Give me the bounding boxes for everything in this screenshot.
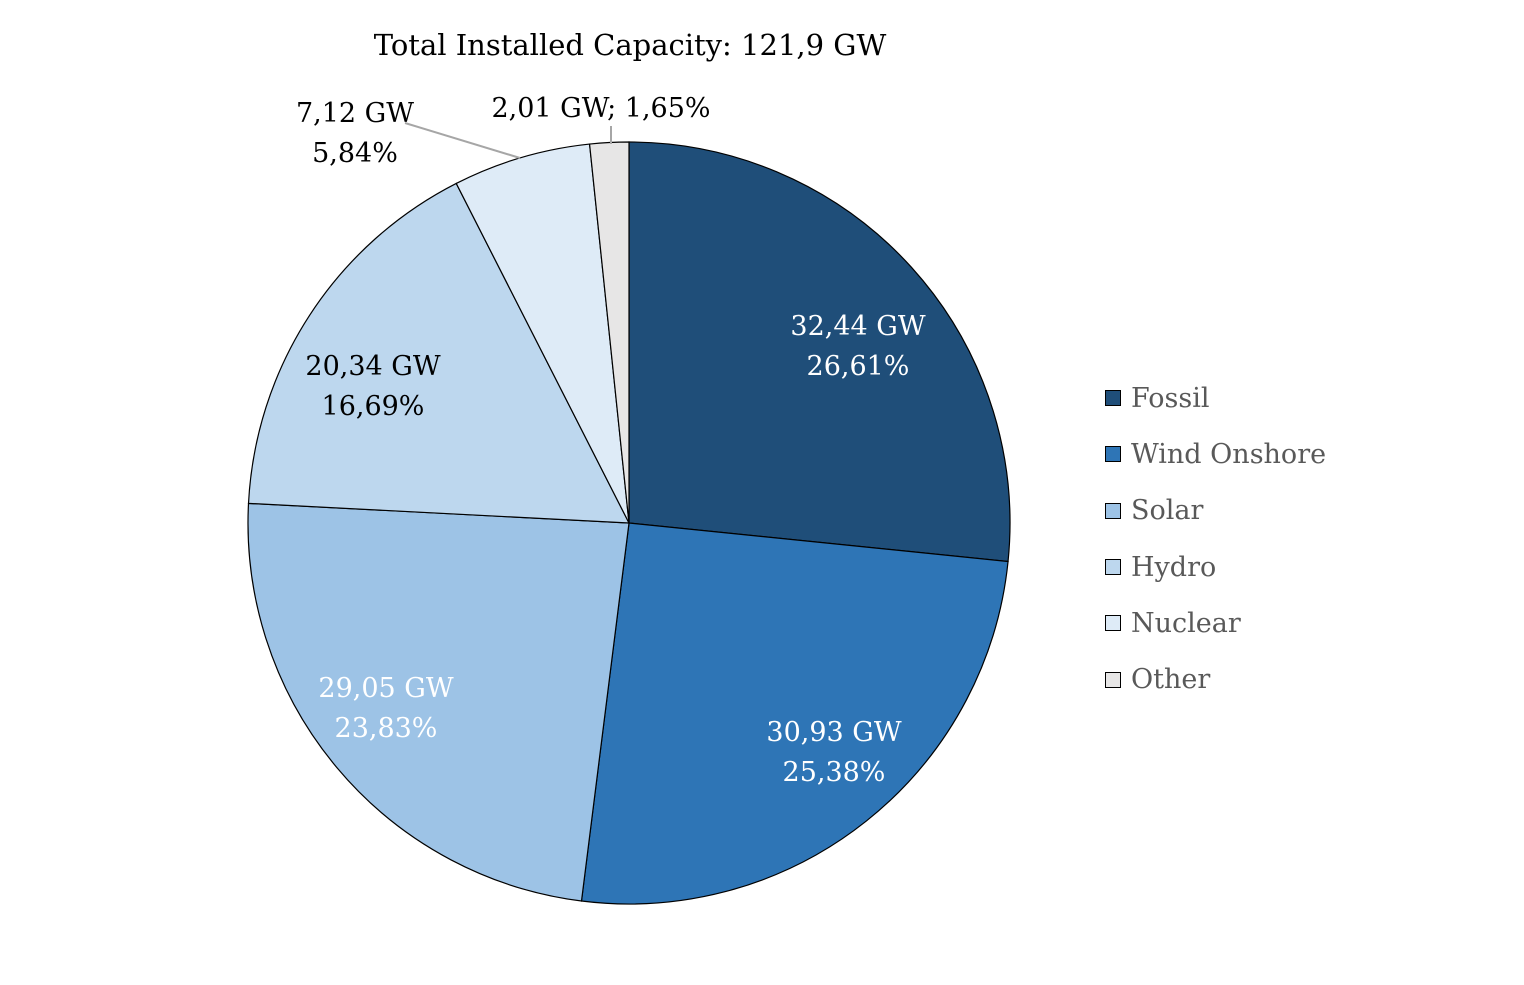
chart-title: Total Installed Capacity: 121,9 GW (373, 28, 887, 62)
legend-label: Nuclear (1131, 607, 1241, 639)
legend-swatch (1105, 559, 1121, 576)
legend-label: Other (1131, 664, 1211, 696)
legend-swatch (1105, 446, 1121, 463)
pie-slice-other (588, 141, 630, 524)
legend-item-solar: Solar (1105, 483, 1326, 539)
legend-swatch (1105, 615, 1121, 632)
pie-slice-hydro (247, 182, 631, 524)
legend-label: Fossil (1131, 382, 1210, 414)
legend-item-fossil: Fossil (1105, 370, 1326, 426)
legend-swatch (1105, 390, 1121, 407)
legend-label: Hydro (1131, 551, 1217, 583)
legend-item-wind-onshore: Wind Onshore (1105, 426, 1326, 482)
pie-slice-nuclear (455, 143, 630, 524)
legend-label: Solar (1131, 495, 1204, 527)
legend-swatch (1105, 671, 1121, 688)
legend-swatch (1105, 502, 1121, 519)
pie-slice-wind-onshore (580, 522, 1009, 905)
leader-line-nuclear (404, 122, 521, 159)
data-label-hydro: 20,34 GW 16,69% (305, 351, 440, 422)
legend-item-other: Other (1105, 651, 1326, 707)
pie-slice-fossil (628, 141, 1011, 563)
data-label-wind-onshore: 30,93 GW 25,38% (766, 717, 901, 788)
legend-item-hydro: Hydro (1105, 539, 1326, 595)
data-label-fossil: 32,44 GW 26,61% (790, 311, 925, 382)
legend: Fossil Wind Onshore Solar Hydro Nuclear … (1105, 370, 1326, 708)
data-label-solar: 29,05 GW 23,83% (318, 673, 453, 744)
legend-item-nuclear: Nuclear (1105, 595, 1326, 651)
pie-slice-solar (247, 502, 630, 902)
legend-label: Wind Onshore (1131, 438, 1327, 470)
data-label-nuclear: 7,12 GW 5,84% (296, 98, 414, 169)
data-label-other: 2,01 GW; 1,65% (491, 93, 710, 124)
